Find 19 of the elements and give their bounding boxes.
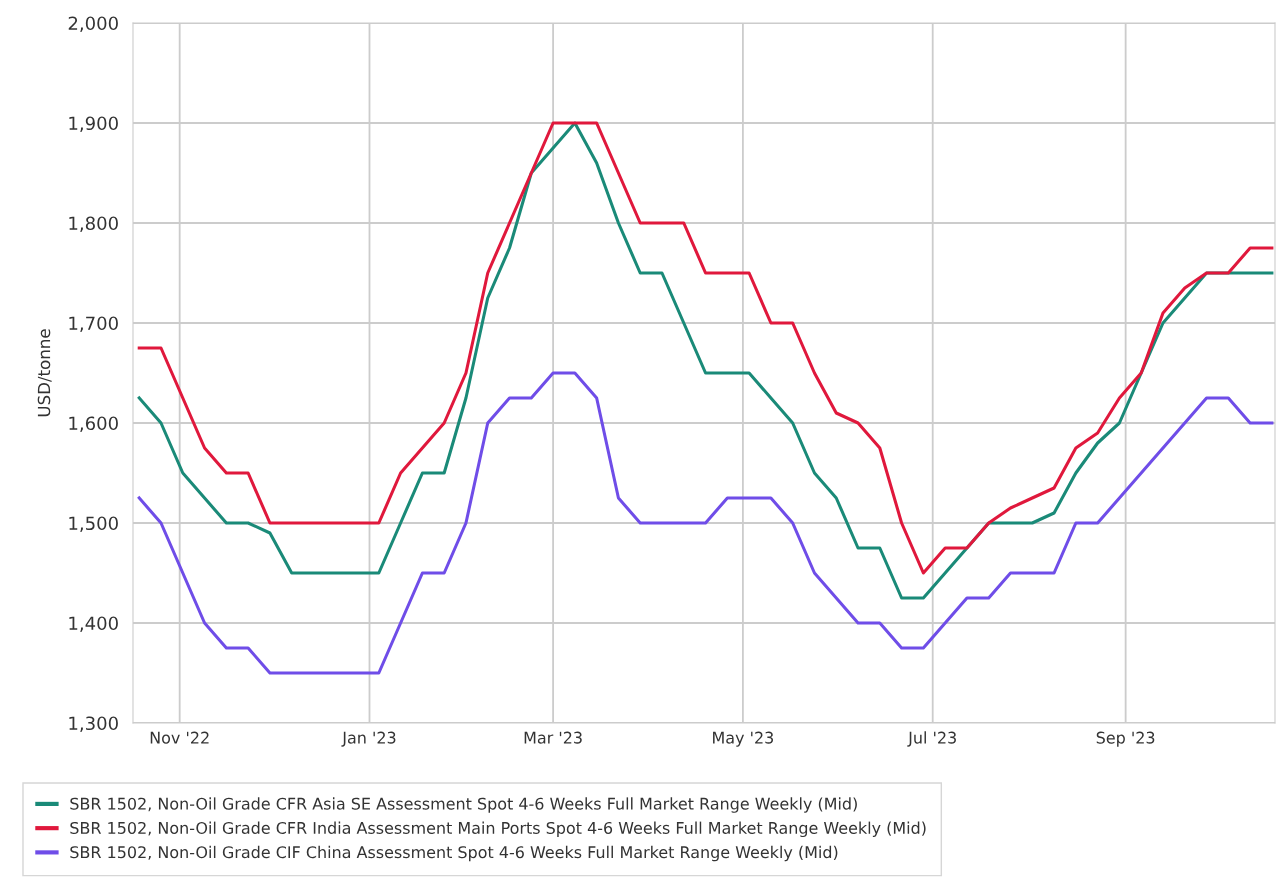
y-tick-label: 1,400 xyxy=(69,616,118,632)
x-tick-label: Nov '22 xyxy=(150,731,209,744)
x-tick-label: Jul '23 xyxy=(907,731,956,747)
legend-label: SBR 1502, Non-Oil Grade CFR India Assessment Main Ports Spot 4-6 Weeks Full Market Range Weekly (Mid) xyxy=(70,821,926,838)
y-tick-label: 1,600 xyxy=(69,416,118,432)
x-tick-label: Sep '23 xyxy=(1096,731,1155,747)
legend-label: SBR 1502, Non-Oil Grade CIF China Assessment Spot 4-6 Weeks Full Market Range Weekly (Mid) xyxy=(70,845,838,862)
legend-label: SBR 1502, Non-Oil Grade CFR Asia SE Assessment Spot 4-6 Weeks Full Market Range Weekly (Mid) xyxy=(70,797,857,813)
line-series xyxy=(137,371,1274,675)
x-tick-label: Jan '23 xyxy=(341,731,396,747)
y-tick-label: 1,800 xyxy=(69,216,118,232)
y-tick-label: 1,700 xyxy=(69,316,118,332)
x-tick-label: Mar '23 xyxy=(524,731,582,744)
y-tick-label: 1,900 xyxy=(69,116,118,132)
x-tick-label: May '23 xyxy=(713,731,774,747)
y-tick-label: 1,500 xyxy=(69,516,118,532)
y-tick-label: 1,300 xyxy=(69,716,118,732)
y-axis-title: USD/tonne xyxy=(37,329,52,417)
y-tick-label: 2,000 xyxy=(68,16,118,32)
